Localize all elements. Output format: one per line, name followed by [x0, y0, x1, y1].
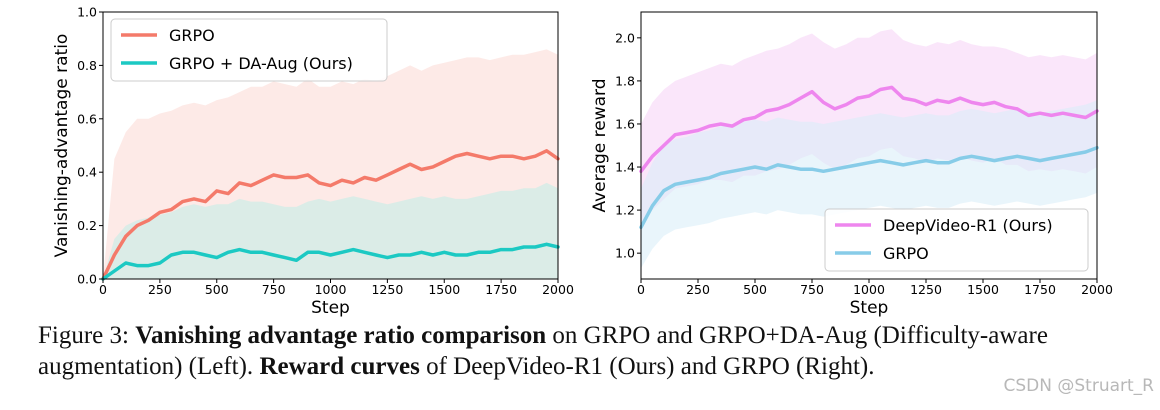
- y-tick-label-2-5: 1.8: [615, 73, 635, 88]
- x-tick-label-1-9: 2000: [542, 282, 574, 297]
- x-tick-label-2-8: 1750: [1024, 282, 1056, 297]
- y-tick-label-2-6: 2.0: [615, 30, 635, 45]
- x-tick-label-1-8: 1750: [485, 282, 517, 297]
- legend-box-2: [824, 208, 1089, 272]
- x-tick-label-2-4: 750: [800, 282, 824, 297]
- y-tick-label-1-3: 0.4: [77, 165, 97, 180]
- x-tick-label-1-4: 750: [262, 282, 286, 297]
- caption-text-1: on GRPO and GRPO+DA-Aug (Difficulty-awar…: [38, 322, 1048, 380]
- chart-panel-1: 0 250 500 750 1000 1250 1500 1750 2000 0.0 0.2 0.4 0…: [52, 5, 574, 319]
- x-tick-label-2-2: 250: [686, 282, 710, 297]
- caption-figure-label: Figure 3:: [38, 322, 129, 349]
- x-tick-label-1-3: 500: [205, 282, 229, 297]
- series-line-2-2: [639, 145, 1099, 230]
- figure-caption: Figure 3: Vanishing advantage ratio comp…: [38, 320, 1148, 382]
- watermark: CSDN @Struart_R: [1003, 376, 1154, 396]
- band-2-2: [641, 100, 1097, 269]
- y-axis-label-1: Vanishing-advantage ratio: [52, 34, 72, 258]
- x-tick-label-2-6: 1250: [910, 282, 942, 297]
- legend-label-2-2: GRPO: [883, 244, 929, 263]
- x-tick-label-1-1: 0: [99, 282, 107, 297]
- legend-label-2-1: DeepVideo-R1 (Ours): [883, 216, 1053, 235]
- y-tick-label-1-1: 0.0: [77, 272, 97, 287]
- legend-label-1-1: GRPO: [169, 26, 215, 45]
- y-tick-label-2-1: 1.0: [615, 246, 635, 261]
- x-axis-label-1: Step: [311, 298, 350, 318]
- figure-charts: 0 250 500 750 1000 1250 1500 1750 2000 0.0 0.2 0.4 0…: [52, 5, 1113, 319]
- x-tick-label-2-3: 500: [743, 282, 767, 297]
- caption-bold-title-1: Vanishing advantage ratio comparison: [135, 322, 547, 349]
- y-tick-label-1-5: 0.8: [77, 58, 97, 73]
- y-tick-label-1-6: 1.0: [77, 5, 97, 20]
- series-line-2-1: [639, 85, 1099, 174]
- chart-panel-2: 0 250 500 750 1000 1250 1500 1750 2000 1.0 1.2 1.4 1…: [590, 11, 1113, 318]
- y-tick-label-1-2: 0.2: [77, 218, 97, 233]
- y-tick-label-1-4: 0.6: [77, 111, 97, 126]
- x-tick-label-1-6: 1250: [371, 282, 403, 297]
- x-tick-label-2-1: 0: [637, 282, 645, 297]
- y-axis-label-2: Average reward: [590, 78, 610, 212]
- series-line-1-1: [101, 149, 560, 281]
- legend-box-1: [110, 18, 388, 82]
- x-tick-label-2-5: 1000: [853, 282, 885, 297]
- legend-label-1-2: GRPO + DA-Aug (Ours): [169, 54, 353, 73]
- x-axis-label-2: Step: [850, 298, 889, 318]
- band-1-2: [103, 182, 558, 279]
- x-tick-label-2-9: 2000: [1081, 282, 1113, 297]
- x-tick-label-1-2: 250: [148, 282, 172, 297]
- caption-bold-title-2: Reward curves: [259, 353, 420, 380]
- series-line-1-2: [101, 242, 560, 281]
- y-tick-label-2-4: 1.6: [615, 116, 635, 131]
- x-tick-label-1-7: 1500: [428, 282, 460, 297]
- y-tick-label-2-3: 1.4: [615, 160, 635, 175]
- x-tick-label-1-5: 1000: [315, 282, 347, 297]
- caption-text-2: of DeepVideo-R1 (Ours) and GRPO (Right).: [419, 353, 875, 380]
- x-tick-label-2-7: 1500: [967, 282, 999, 297]
- y-tick-label-2-2: 1.2: [615, 203, 635, 218]
